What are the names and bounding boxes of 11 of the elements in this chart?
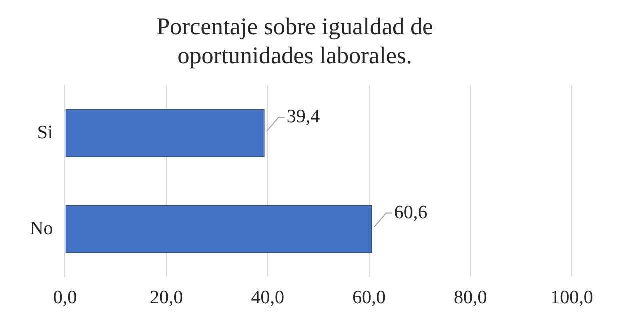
x-tick-label: 80,0 — [454, 288, 488, 309]
chart-title: Porcentaje sobre igualdad de oportunidades laborales. — [156, 14, 434, 70]
data-label: 60,6 — [394, 202, 428, 224]
data-label: 39,4 — [286, 106, 321, 128]
x-tick-label: 60,0 — [352, 288, 386, 309]
y-tick-label: Si — [37, 122, 54, 144]
y-tick-label: No — [30, 218, 54, 240]
x-tick-label: 20,0 — [150, 288, 184, 309]
x-tick-label: 0,0 — [53, 288, 78, 309]
x-tick-label: 40,0 — [251, 288, 285, 309]
x-tick-label: 100,0 — [550, 288, 594, 309]
